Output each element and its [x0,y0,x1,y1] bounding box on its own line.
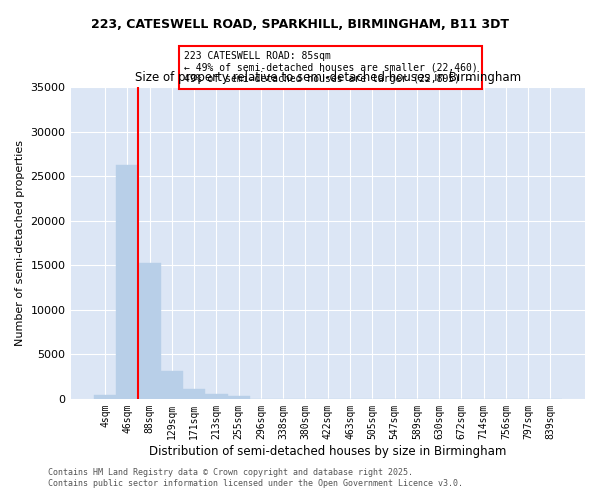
Bar [227,396,250,399]
Bar [161,371,183,399]
Text: 223 CATESWELL ROAD: 85sqm
← 49% of semi-detached houses are smaller (22,460)
49%: 223 CATESWELL ROAD: 85sqm ← 49% of semi-… [184,50,478,84]
Bar [183,389,205,399]
Bar [116,166,139,399]
Text: Contains HM Land Registry data © Crown copyright and database right 2025.
Contai: Contains HM Land Registry data © Crown c… [48,468,463,487]
Bar [139,264,161,399]
Y-axis label: Number of semi-detached properties: Number of semi-detached properties [15,140,25,346]
Bar [94,396,116,399]
X-axis label: Distribution of semi-detached houses by size in Birmingham: Distribution of semi-detached houses by … [149,444,506,458]
Text: 223, CATESWELL ROAD, SPARKHILL, BIRMINGHAM, B11 3DT: 223, CATESWELL ROAD, SPARKHILL, BIRMINGH… [91,18,509,30]
Bar [205,394,227,399]
Title: Size of property relative to semi-detached houses in Birmingham: Size of property relative to semi-detach… [135,72,521,85]
